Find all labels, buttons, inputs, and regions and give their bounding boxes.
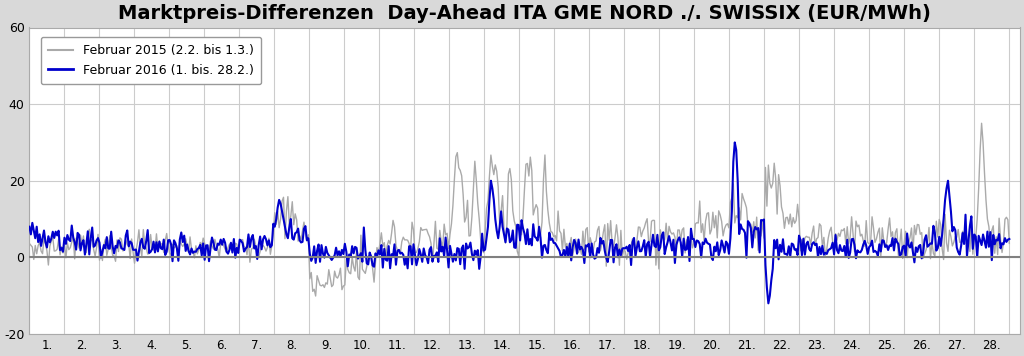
Legend: Februar 2015 (2.2. bis 1.3.), Februar 2016 (1. bis. 28.2.): Februar 2015 (2.2. bis 1.3.), Februar 20… [41, 37, 261, 84]
Title: Marktpreis-Differenzen  Day-Ahead ITA GME NORD ./. SWISSIX (EUR/MWh): Marktpreis-Differenzen Day-Ahead ITA GME… [118, 4, 931, 23]
